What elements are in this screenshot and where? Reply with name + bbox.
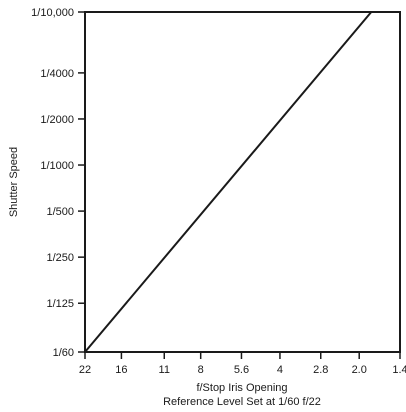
y-tick-label: 1/1000 (40, 160, 74, 172)
series-line (84, 11, 373, 353)
x-tick-label: 2.8 (313, 364, 328, 376)
y-tick-label: 1/10,000 (31, 7, 74, 19)
y-tick-label: 1/250 (46, 252, 74, 264)
x-tick-label: 5.6 (234, 364, 249, 376)
x-tick-label: 1.4 (392, 364, 406, 376)
y-tick-label: 1/500 (46, 206, 74, 218)
y-axis-ticks: 1/60 1/125 1/250 1/500 1/1000 1/2000 1/4000 1/1… (31, 7, 85, 359)
x-tick-label: 11 (159, 364, 170, 376)
y-tick-label: 1/4000 (40, 68, 74, 80)
plot-frame (84, 11, 401, 353)
chart-subtitle: Reference Level Set at 1/60 f/22 (163, 396, 321, 408)
x-axis-ticks: 22 16 11 8 5.6 4 2.8 2.0 1.4 (79, 352, 406, 376)
x-axis-title: f/Stop Iris Opening (196, 382, 287, 394)
y-tick-label: 1/2000 (40, 114, 74, 126)
x-tick-label: 8 (198, 364, 204, 376)
x-tick-label: 2.0 (352, 364, 367, 376)
y-tick-label: 1/60 (53, 347, 74, 359)
y-axis-title: Shutter Speed (8, 147, 20, 217)
y-tick-label: 1/125 (46, 298, 74, 310)
x-tick-label: 4 (277, 364, 283, 376)
x-tick-label: 22 (79, 364, 91, 376)
x-tick-label: 16 (115, 364, 127, 376)
